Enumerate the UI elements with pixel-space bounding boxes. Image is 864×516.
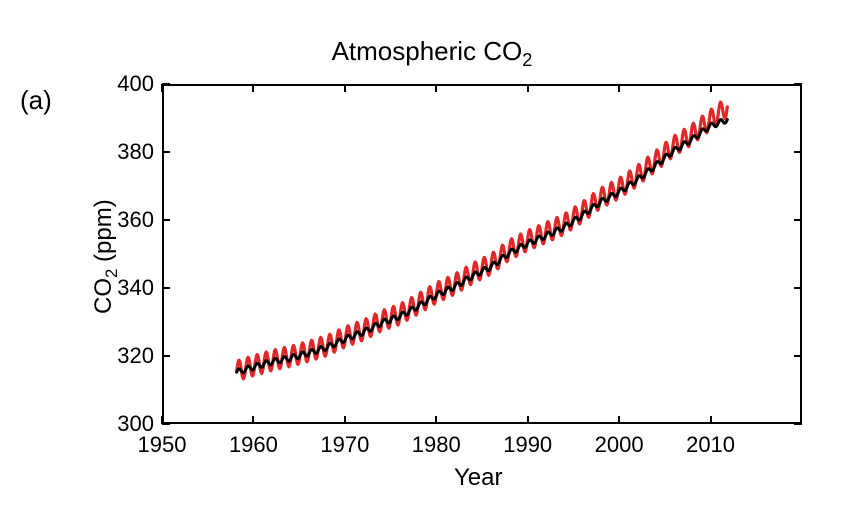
x-tick-mark [527,416,529,424]
x-tick-label: 1950 [138,434,187,456]
y-tick-mark-right [794,151,802,153]
x-tick-label: 2000 [595,434,644,456]
x-tick-mark [252,416,254,424]
chart-title: Atmospheric CO2 [0,36,864,71]
y-tick-mark-right [794,355,802,357]
y-tick-label: 300 [112,413,154,435]
x-tick-mark-top [618,84,620,92]
x-tick-mark-top [252,84,254,92]
y-tick-label: 400 [112,73,154,95]
y-tick-label: 340 [112,277,154,299]
y-tick-mark [162,219,170,221]
x-tick-label: 2010 [686,434,735,456]
y-tick-mark-right [794,423,802,425]
y-tick-label: 380 [112,141,154,163]
x-tick-mark-top [344,84,346,92]
x-tick-mark-top [435,84,437,92]
plot-svg [164,86,800,422]
y-tick-mark-right [794,219,802,221]
series-red-oscillating [237,102,728,379]
x-tick-mark-top [161,84,163,92]
x-axis-label: Year [454,464,503,492]
x-tick-label: 1960 [229,434,278,456]
y-tick-mark [162,83,170,85]
plot-area [162,84,802,424]
x-tick-mark-top [710,84,712,92]
y-tick-mark-right [794,83,802,85]
y-tick-label: 360 [112,209,154,231]
y-tick-mark-right [794,287,802,289]
y-tick-mark [162,355,170,357]
x-tick-mark [618,416,620,424]
y-tick-mark [162,287,170,289]
x-tick-label: 1980 [412,434,461,456]
x-tick-mark [435,416,437,424]
x-tick-mark [710,416,712,424]
x-tick-label: 1990 [503,434,552,456]
figure-container: (a) Atmospheric CO2 CO2 (ppm) Year 19501… [0,0,864,516]
panel-label: (a) [20,85,52,116]
x-tick-label: 1970 [320,434,369,456]
x-tick-mark-top [527,84,529,92]
x-tick-mark [344,416,346,424]
y-tick-label: 320 [112,345,154,367]
y-tick-mark [162,151,170,153]
y-tick-mark [162,423,170,425]
